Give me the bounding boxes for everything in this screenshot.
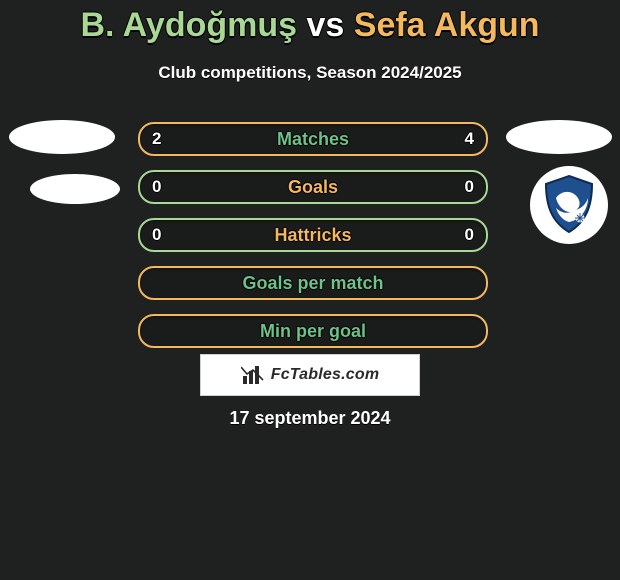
shield-icon	[536, 172, 602, 238]
stat-bars: 2 Matches 4 0 Goals 0 0 Hattricks 0 Goal…	[138, 122, 488, 362]
vs-text: vs	[297, 6, 354, 44]
player-a-name: B. Aydoğmuş	[80, 6, 297, 44]
title: B. Aydoğmuş vs Sefa Akgun	[0, 0, 620, 45]
stat-left-value: 0	[152, 177, 161, 197]
stat-bar-goals: 0 Goals 0	[138, 170, 488, 204]
player-b-name: Sefa Akgun	[354, 6, 540, 44]
stat-left-value: 2	[152, 129, 161, 149]
stat-right-value: 4	[465, 129, 474, 149]
club-logo-placeholder	[9, 120, 115, 154]
attribution-text: FcTables.com	[271, 366, 380, 384]
club-logo-placeholder	[30, 174, 120, 204]
stat-label: Hattricks	[274, 225, 351, 246]
stat-label: Matches	[277, 129, 349, 150]
stat-label: Goals per match	[242, 273, 383, 294]
right-club-logos	[492, 120, 612, 244]
erzurumspor-crest	[530, 166, 608, 244]
bar-chart-icon	[241, 364, 265, 386]
attribution-plate: FcTables.com	[200, 354, 420, 396]
stat-right-value: 0	[465, 177, 474, 197]
comparison-card: B. Aydoğmuş vs Sefa Akgun Club competiti…	[0, 0, 620, 580]
stat-bar-matches: 2 Matches 4	[138, 122, 488, 156]
stat-label: Goals	[288, 177, 338, 198]
subtitle: Club competitions, Season 2024/2025	[0, 63, 620, 83]
stat-bar-min-per-goal: Min per goal	[138, 314, 488, 348]
stat-left-value: 0	[152, 225, 161, 245]
stat-label: Min per goal	[260, 321, 366, 342]
date-text: 17 september 2024	[0, 408, 620, 429]
stat-bar-goals-per-match: Goals per match	[138, 266, 488, 300]
stat-right-value: 0	[465, 225, 474, 245]
club-logo-placeholder	[506, 120, 612, 154]
stat-bar-hattricks: 0 Hattricks 0	[138, 218, 488, 252]
left-club-logos	[8, 120, 116, 224]
